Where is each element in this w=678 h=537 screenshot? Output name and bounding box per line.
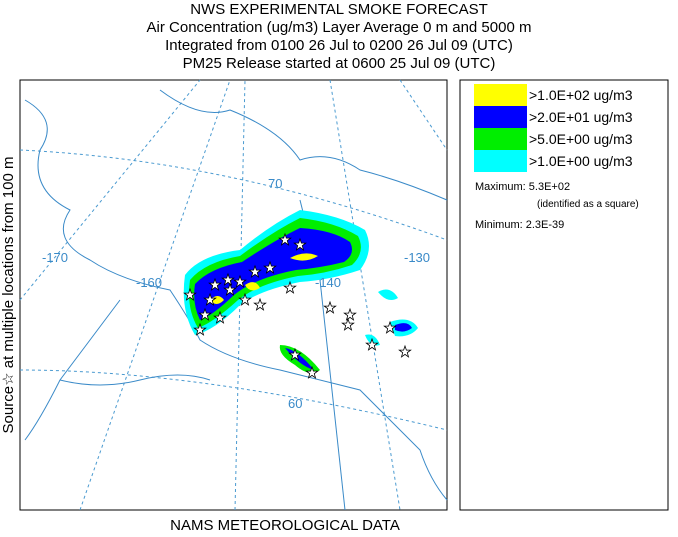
plume: [194, 228, 352, 320]
source-star: [283, 280, 297, 294]
grid-line: [79, 79, 231, 511]
source-star: [203, 292, 217, 306]
grid-label: -170: [42, 250, 68, 265]
legend: >1.0E+02 ug/m3 >2.0E+01 ug/m3 >5.0E+00 ug/…: [474, 84, 633, 172]
grid-line: [329, 79, 401, 511]
grid-label: 70: [268, 176, 282, 191]
source-stars: [183, 232, 412, 379]
legend-swatch: [474, 128, 527, 150]
grid-line: [19, 79, 201, 301]
coastline: [159, 89, 448, 201]
grid-line: [399, 79, 448, 151]
source-star: [341, 317, 355, 331]
source-star: [288, 347, 302, 361]
subtitle: Integrated from 0100 26 Jul to 0200 26 J…: [165, 37, 513, 54]
legend-swatch: [474, 84, 527, 106]
plume: [210, 253, 318, 304]
source-star: [198, 307, 212, 321]
title: NWS EXPERIMENTAL SMOKE FORECAST: [190, 1, 488, 18]
grid-label: -160: [136, 275, 162, 290]
grid-label: -130: [404, 250, 430, 265]
source-star: [223, 282, 237, 296]
source-star: [248, 264, 262, 278]
source-star: [183, 287, 197, 301]
grid-label: 60: [288, 396, 302, 411]
border: [319, 279, 346, 511]
maximum-note: (identified as a square): [537, 199, 639, 210]
grid-label: -140: [315, 275, 341, 290]
legend-label: >2.0E+01 ug/m3: [529, 109, 633, 125]
coastline: [59, 374, 211, 386]
side-label: Source☆ at multiple locations from 100 m: [0, 157, 17, 434]
source-star: [305, 365, 319, 379]
plume: [395, 323, 412, 332]
source-star: [253, 297, 267, 311]
source-star: [365, 337, 379, 351]
source-star: [343, 307, 357, 321]
legend-swatch: [474, 106, 527, 128]
grid-line: [19, 369, 448, 431]
legend-swatch: [474, 150, 527, 172]
legend-label: >5.0E+00 ug/m3: [529, 131, 633, 147]
plume: [365, 289, 418, 346]
subtitle: Air Concentration (ug/m3) Layer Average …: [147, 19, 532, 36]
source-star: [293, 237, 307, 251]
source-star: [213, 310, 227, 324]
source-star: [233, 274, 247, 288]
subtitle: PM25 Release started at 0600 25 Jul 09 (…: [183, 55, 496, 72]
map: -170 -160 -140 -130 70 60: [19, 79, 448, 511]
legend-label: >1.0E+02 ug/m3: [529, 87, 633, 103]
footer: NAMS METEOROLOGICAL DATA: [170, 517, 400, 532]
source-star: [221, 272, 235, 286]
maximum: Maximum: 5.3E+02: [475, 181, 570, 193]
source-star: [263, 260, 277, 274]
source-star: [193, 322, 207, 336]
legend-label: >1.0E+00 ug/m3: [529, 153, 633, 169]
source-star: [238, 292, 252, 306]
source-star: [398, 344, 412, 358]
source-star: [208, 277, 222, 291]
source-star: [383, 320, 397, 334]
grid-line: [19, 149, 448, 241]
source-star: [323, 300, 337, 314]
source-star: [278, 232, 292, 246]
minimum: Minimum: 2.3E-39: [475, 219, 564, 231]
